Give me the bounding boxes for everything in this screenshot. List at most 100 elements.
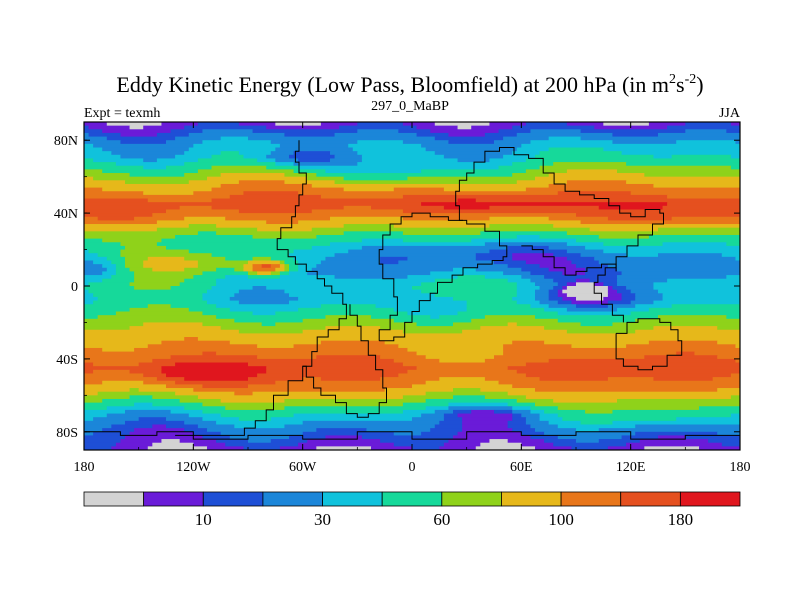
field-cell	[257, 227, 313, 232]
field-cell	[699, 446, 740, 450]
field-cell	[717, 431, 740, 437]
field-cell	[84, 296, 99, 302]
colorbar: 10 30 60 100 180	[83, 491, 741, 529]
field-cell	[175, 391, 235, 396]
field-cell	[84, 180, 126, 185]
field-cell	[443, 442, 481, 447]
field-cell	[626, 180, 740, 185]
field-cell	[84, 358, 153, 364]
field-cell	[216, 304, 322, 309]
field-cell	[653, 300, 740, 305]
field-cell	[453, 435, 532, 440]
field-cell	[416, 351, 504, 356]
field-cell	[512, 173, 550, 178]
field-cell	[129, 125, 144, 130]
field-cell	[557, 424, 636, 429]
field-cell	[238, 180, 286, 185]
field-cell	[557, 406, 700, 411]
field-cell	[434, 122, 491, 127]
field-cell	[152, 395, 199, 400]
field-cell	[234, 424, 286, 429]
field-cell	[535, 282, 559, 287]
field-cell	[238, 289, 286, 294]
field-cell	[197, 122, 240, 127]
field-cell	[184, 428, 208, 433]
field-cell	[248, 260, 281, 265]
field-cell	[184, 278, 217, 283]
field-cell	[84, 242, 122, 247]
x-tick-label: 120E	[616, 460, 646, 475]
field-cell	[293, 169, 327, 174]
field-cell	[243, 191, 299, 196]
field-cell	[175, 362, 249, 367]
field-cell	[530, 271, 563, 276]
field-cell	[129, 395, 153, 400]
field-cell	[516, 289, 536, 294]
field-cell	[125, 420, 185, 426]
field-cell	[566, 293, 609, 298]
field-cell	[188, 224, 217, 229]
field-cell	[503, 154, 536, 160]
field-cell	[585, 245, 740, 251]
field-cell	[220, 183, 313, 189]
field-cell	[97, 253, 122, 258]
field-cell	[525, 122, 568, 127]
field-cell	[525, 362, 740, 367]
field-cell	[603, 282, 618, 287]
field-cell	[216, 282, 422, 287]
field-cell	[553, 442, 627, 447]
field-cell	[571, 446, 609, 450]
field-cell	[525, 169, 568, 174]
field-cell	[516, 180, 568, 185]
field-cell	[289, 264, 299, 269]
field-cell	[361, 158, 459, 163]
field-cell	[275, 158, 299, 163]
field-cell	[557, 318, 636, 324]
field-cell	[489, 249, 568, 254]
field-cell	[544, 409, 586, 415]
field-cell	[535, 293, 550, 298]
field-cell	[202, 271, 249, 276]
field-cell	[421, 431, 459, 437]
field-cell	[667, 278, 740, 283]
field-cell	[270, 417, 413, 422]
field-cell	[658, 289, 740, 294]
field-cell	[211, 286, 254, 291]
field-cell	[143, 373, 167, 378]
field-cell	[320, 340, 386, 345]
south-asia-outline	[521, 245, 617, 276]
field-cell	[434, 424, 463, 429]
field-cell	[84, 132, 90, 138]
field-cell	[334, 253, 477, 258]
field-cell	[653, 282, 740, 287]
field-cell	[193, 143, 281, 149]
field-cell	[553, 224, 740, 229]
field-cell	[539, 286, 554, 291]
field-cell	[93, 362, 140, 367]
field-cell	[430, 428, 463, 433]
field-cell	[548, 183, 655, 189]
field-cell	[521, 442, 554, 447]
field-cell	[84, 202, 422, 207]
field-cell	[726, 129, 740, 134]
field-cell	[639, 439, 709, 444]
field-cell	[257, 355, 317, 360]
field-cell	[93, 369, 131, 375]
field-cell	[512, 253, 554, 258]
field-cell	[289, 267, 299, 273]
field-cell	[348, 249, 491, 254]
field-cell	[598, 205, 664, 211]
field-cell	[302, 431, 395, 437]
field-cell	[398, 129, 431, 134]
field-cell	[279, 264, 286, 269]
field-cell	[166, 209, 240, 214]
field-cell	[530, 435, 559, 440]
field-cell	[115, 271, 135, 276]
field-cell	[293, 249, 349, 254]
field-cell	[516, 322, 582, 327]
field-cell	[585, 409, 614, 415]
field-cell	[548, 289, 559, 294]
field-cell	[111, 446, 149, 450]
field-cell	[503, 271, 532, 276]
field-cell	[512, 151, 541, 156]
